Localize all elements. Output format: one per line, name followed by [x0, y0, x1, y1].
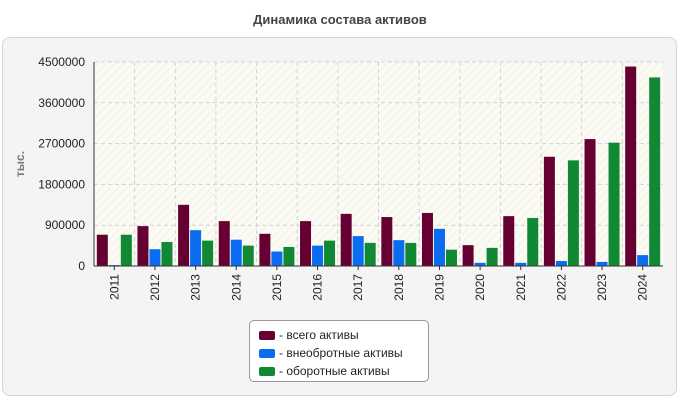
y-tick-label: 2700000 — [38, 137, 85, 151]
bar-2023-series-1 — [596, 261, 608, 266]
legend-item-current: - оборотные активы — [259, 362, 428, 380]
bar-2015-series-1 — [271, 251, 283, 266]
x-tick-label: 2015 — [270, 274, 284, 301]
bar-2011-series-0 — [96, 234, 108, 266]
y-tick-label: 900000 — [45, 218, 85, 232]
bar-2023-series-2 — [608, 142, 620, 266]
bar-2016-series-1 — [312, 245, 324, 266]
bar-2015-series-2 — [283, 246, 295, 266]
bar-2013-series-1 — [190, 230, 202, 266]
y-tick-label: 0 — [78, 259, 85, 273]
bar-2022-series-0 — [543, 156, 555, 266]
x-tick-label: 2013 — [189, 274, 203, 301]
legend-label-current: - оборотные активы — [279, 364, 390, 378]
bar-2011-series-2 — [120, 234, 132, 266]
x-tick-label: 2016 — [311, 274, 325, 301]
x-tick-label: 2019 — [432, 274, 446, 301]
bar-2013-series-2 — [202, 240, 214, 266]
bar-2023-series-0 — [584, 139, 596, 266]
bar-2012-series-0 — [137, 226, 149, 266]
x-tick-label: 2018 — [392, 274, 406, 301]
bar-2021-series-2 — [527, 217, 539, 266]
bar-2018-series-0 — [381, 217, 393, 266]
bar-2022-series-2 — [567, 160, 579, 266]
bar-2016-series-2 — [324, 240, 336, 266]
x-tick-label: 2021 — [514, 274, 528, 301]
bar-2021-series-0 — [503, 216, 515, 266]
bar-2021-series-1 — [515, 262, 527, 266]
bar-2024-series-0 — [625, 66, 637, 267]
legend-swatch-noncurrent — [259, 348, 275, 358]
bar-2020-series-1 — [474, 262, 486, 266]
bar-2017-series-1 — [352, 236, 364, 266]
bar-2012-series-1 — [149, 249, 161, 266]
bar-2015-series-0 — [259, 233, 271, 266]
bars — [96, 66, 661, 267]
bar-2018-series-2 — [405, 242, 417, 266]
axes: 0 900000 1800000 2700000 3600000 4500000 2011 2… — [38, 55, 663, 301]
bar-2020-series-0 — [462, 245, 474, 266]
legend-item-noncurrent: - внеобротные активы — [259, 344, 428, 362]
bar-2017-series-0 — [340, 213, 352, 266]
x-tick-label: 2017 — [351, 274, 365, 301]
x-tick-label: 2024 — [636, 274, 650, 301]
x-tick-label: 2023 — [595, 274, 609, 301]
bar-2022-series-1 — [555, 261, 567, 266]
legend-item-total: - всего активы — [259, 326, 428, 344]
legend: - всего активы - внеобротные активы - об… — [249, 320, 429, 382]
legend-label-total: - всего активы — [279, 328, 359, 342]
chart-title: Динамика состава активов — [253, 12, 427, 27]
bar-2014-series-2 — [242, 245, 254, 266]
legend-swatch-total — [259, 330, 275, 340]
bar-2019-series-1 — [433, 228, 445, 266]
bar-2024-series-1 — [637, 255, 649, 266]
x-tick-label: 2014 — [229, 274, 243, 301]
bar-2018-series-1 — [393, 240, 405, 266]
y-tick-label: 3600000 — [38, 96, 85, 110]
grid-lines — [94, 61, 663, 266]
bar-2014-series-0 — [218, 221, 230, 266]
bar-2014-series-1 — [230, 239, 242, 266]
bar-2013-series-0 — [178, 204, 190, 266]
bar-2020-series-2 — [486, 247, 498, 266]
legend-swatch-current — [259, 366, 275, 376]
bar-2019-series-0 — [421, 212, 433, 266]
x-tick-label: 2012 — [148, 274, 162, 301]
y-axis-label: тыс. — [13, 151, 27, 177]
y-tick-label: 4500000 — [38, 55, 85, 69]
bar-2017-series-2 — [364, 242, 376, 266]
legend-label-noncurrent: - внеобротные активы — [279, 346, 403, 360]
x-tick-label: 2020 — [473, 274, 487, 301]
bar-2016-series-0 — [300, 221, 312, 266]
x-tick-label: 2011 — [107, 274, 121, 300]
y-tick-label: 1800000 — [38, 177, 85, 191]
bar-2019-series-2 — [445, 249, 457, 266]
x-tick-label: 2022 — [554, 274, 568, 301]
bar-2024-series-2 — [649, 77, 661, 266]
bar-2012-series-2 — [161, 241, 173, 266]
